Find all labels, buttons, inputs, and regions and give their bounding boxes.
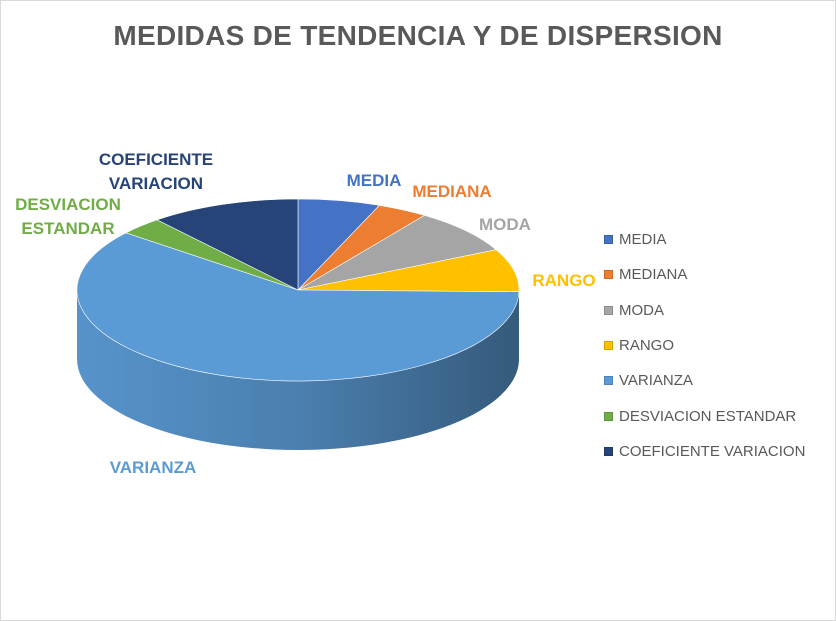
legend-item-mediana: MEDIANA — [604, 257, 805, 292]
legend-label: RANGO — [619, 337, 675, 355]
legend-item-moda: MODA — [604, 293, 805, 328]
chart-title: MEDIDAS DE TENDENCIA Y DE DISPERSION — [113, 20, 723, 51]
slice-coeficiente-variacion — [156, 198, 299, 291]
data-label-media: MEDIA — [347, 171, 402, 190]
legend-swatch — [604, 235, 613, 245]
legend-item-media: MEDIA — [604, 222, 805, 257]
pie-slices — [76, 198, 520, 382]
legend-label: MEDIA — [619, 231, 667, 249]
legend-swatch — [604, 446, 613, 456]
legend-swatch — [604, 341, 613, 351]
legend-label: DESVIACION ESTANDAR — [619, 407, 797, 425]
legend-item-coeficiente-variacion: COEFICIENTE VARIACION — [604, 434, 805, 469]
data-label-moda: MODA — [479, 215, 531, 234]
pie-side-walls — [77, 290, 519, 451]
legend-swatch — [604, 270, 613, 280]
data-label-mediana: MEDIANA — [412, 182, 491, 201]
data-label-desviacion-estandar: DESVIACION ESTANDAR — [15, 195, 121, 238]
data-label-varianza: VARIANZA — [110, 458, 197, 477]
legend: MEDIA MEDIANA MODA RANGO VARIANZA DESVIACION … — [604, 222, 805, 469]
legend-item-desviacion-estandar: DESVIACION ESTANDAR — [604, 398, 805, 433]
legend-item-varianza: VARIANZA — [604, 363, 805, 398]
legend-swatch — [604, 305, 613, 315]
data-label-coeficiente-variacion: COEFICIENTE VARIACION — [99, 150, 213, 193]
side-varianza — [77, 290, 519, 451]
slice-rango — [297, 249, 520, 293]
data-label-rango: RANGO — [532, 271, 595, 290]
legend-label: COEFICIENTE VARIACION — [619, 442, 806, 460]
pie-data-labels: MEDIA MEDIANA MODA RANGO VARIANZA DESVIACION E… — [15, 150, 596, 477]
legend-swatch — [604, 376, 613, 386]
legend-label: VARIANZA — [619, 372, 693, 390]
legend-swatch — [604, 411, 613, 421]
legend-label: MEDIANA — [619, 266, 688, 284]
slice-moda — [297, 215, 497, 291]
legend-label: MODA — [619, 301, 664, 319]
slice-varianza — [76, 232, 520, 382]
legend-item-rango: RANGO — [604, 328, 805, 363]
